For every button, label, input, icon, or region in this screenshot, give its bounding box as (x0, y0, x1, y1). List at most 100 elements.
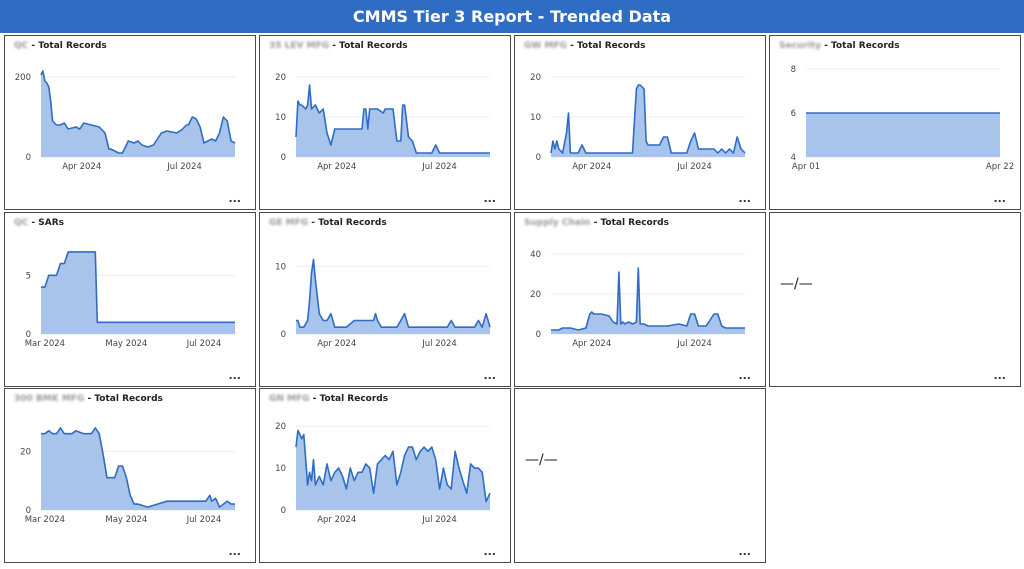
series-area (551, 85, 745, 157)
tile-title: Security - Total Records (779, 41, 900, 51)
x-tick-label: Mar 2024 (25, 515, 65, 525)
y-tick-label: 20 (20, 447, 31, 457)
series-area (296, 259, 490, 334)
tile-title-prefix: GN MFG (269, 394, 310, 404)
y-tick-label: 6 (791, 109, 796, 119)
y-tick-label: 0 (26, 506, 31, 516)
series-line (40, 70, 236, 154)
tile-qc-total-records[interactable]: QC - Total Records 0 200 Apr 2024 Jul 2024 … (4, 35, 256, 210)
tile-300-bmk-mfg-total-records[interactable]: 300 BMK MFG - Total Records 0 20 Mar 2024 M… (4, 388, 256, 563)
tile-title-suffix: Total Records (600, 218, 669, 228)
series-area (41, 251, 235, 334)
series-line (41, 251, 235, 324)
x-tick-label: Jul 2024 (676, 162, 712, 172)
line-chart: 0 10 20 Apr 2024 Jul 2024 (275, 422, 491, 525)
line-chart: 0 10 20 Apr 2024 Jul 2024 (530, 73, 746, 172)
more-options-button[interactable]: ... (483, 369, 496, 382)
tile-title: 35 LEV MFG - Total Records (269, 41, 408, 51)
series-line (551, 267, 745, 331)
y-tick-label: 0 (26, 153, 31, 163)
series-area (551, 268, 745, 334)
tile-title: QC - Total Records (14, 41, 107, 51)
line-chart: 0 20 40 Apr 2024 Jul 2024 (530, 250, 745, 349)
tile-title-prefix: Supply Chain (524, 218, 591, 228)
more-options-button[interactable]: ... (228, 192, 241, 205)
series-area (296, 85, 490, 157)
tile-title-suffix: Total Records (38, 41, 107, 51)
more-options-button[interactable]: ... (993, 369, 1006, 382)
x-tick-label: Apr 22 (986, 162, 1014, 172)
x-tick-label: Jul 2024 (186, 339, 222, 349)
tile-title-prefix: 300 BMK MFG (14, 394, 85, 404)
tile-empty[interactable]: —/— ... (514, 388, 766, 563)
tile-title-prefix: Security (779, 41, 822, 51)
empty-placeholder: —/— (780, 276, 813, 292)
x-tick-label: Mar 2024 (25, 339, 65, 349)
y-tick-label: 40 (530, 250, 541, 260)
y-tick-label: 0 (536, 153, 541, 163)
report-header: CMMS Tier 3 Report - Trended Data (0, 0, 1024, 33)
tile-title-prefix: QC (14, 218, 29, 228)
more-options-button[interactable]: ... (738, 192, 751, 205)
tile-title: 300 BMK MFG - Total Records (14, 394, 163, 404)
tile-title-suffix: Total Records (318, 218, 387, 228)
x-tick-label: Apr 2024 (317, 515, 356, 525)
empty-placeholder: —/— (525, 452, 558, 468)
x-tick-label: Apr 2024 (317, 339, 356, 349)
x-tick-label: Apr 2024 (572, 162, 611, 172)
tile-title: GN MFG - Total Records (269, 394, 389, 404)
tile-supply-chain-total-records[interactable]: Supply Chain - Total Records 0 20 40 Apr 20… (514, 212, 766, 387)
more-options-button[interactable]: ... (993, 192, 1006, 205)
x-tick-label: Apr 2024 (572, 339, 611, 349)
tile-empty[interactable]: —/— ... (769, 212, 1021, 387)
y-tick-label: 8 (791, 65, 796, 75)
series-area (41, 71, 235, 157)
tile-35-lev-mfg-total-records[interactable]: 35 LEV MFG - Total Records 0 10 20 Apr 2024… (259, 35, 511, 210)
more-options-button[interactable]: ... (738, 369, 751, 382)
tile-title: Supply Chain - Total Records (524, 218, 669, 228)
tile-security-total-records[interactable]: Security - Total Records 4 6 8 Apr 01 Apr 22… (769, 35, 1021, 210)
y-tick-label: 10 (530, 113, 541, 123)
tile-title-prefix: 35 LEV MFG (269, 41, 330, 51)
tile-qc-sars[interactable]: QC - SARs 0 5 Mar 2024 May 2024 Jul 2024 ... (4, 212, 256, 387)
x-tick-label: Jul 2024 (421, 339, 457, 349)
tile-title-suffix: Total Records (319, 394, 389, 404)
line-chart: 0 5 Mar 2024 May 2024 Jul 2024 (25, 251, 235, 349)
y-tick-label: 0 (26, 330, 31, 340)
line-chart: 4 6 8 Apr 01 Apr 22 (791, 65, 1015, 172)
series-area (806, 113, 1000, 157)
series-line (41, 427, 235, 508)
y-tick-label: 10 (275, 262, 286, 272)
series-line (550, 84, 746, 154)
tile-title-suffix: Total Records (576, 41, 646, 51)
x-tick-label: Apr 01 (792, 162, 820, 172)
x-tick-label: Jul 2024 (421, 515, 457, 525)
x-tick-label: Jul 2024 (676, 339, 712, 349)
tile-gn-mfg-total-records[interactable]: GN MFG - Total Records 0 10 20 Apr 2024 Jul … (259, 388, 511, 563)
y-tick-label: 20 (275, 73, 286, 83)
x-tick-label: Jul 2024 (166, 162, 202, 172)
series-line (295, 429, 491, 503)
y-tick-label: 0 (536, 330, 541, 340)
y-tick-label: 20 (275, 422, 286, 432)
tile-title: GW MFG - Total Records (524, 41, 646, 51)
more-options-button[interactable]: ... (483, 192, 496, 205)
tile-title: GE MFG - Total Records (269, 218, 387, 228)
more-options-button[interactable]: ... (228, 369, 241, 382)
tile-title-suffix: Total Records (94, 394, 163, 404)
y-tick-label: 0 (281, 330, 286, 340)
line-chart: 0 200 Apr 2024 Jul 2024 (15, 70, 236, 172)
tile-ge-mfg-total-records[interactable]: GE MFG - Total Records 0 10 Apr 2024 Jul 20… (259, 212, 511, 387)
tile-title-suffix: SARs (38, 218, 65, 228)
more-options-button[interactable]: ... (738, 545, 751, 558)
tile-gw-mfg-total-records[interactable]: GW MFG - Total Records 0 10 20 Apr 2024 Jul … (514, 35, 766, 210)
y-tick-label: 0 (281, 506, 286, 516)
y-tick-label: 10 (275, 464, 286, 474)
y-tick-label: 4 (791, 153, 796, 163)
series-line (296, 258, 491, 328)
report-title: CMMS Tier 3 Report - Trended Data (352, 7, 672, 26)
line-chart: 0 10 20 Apr 2024 Jul 2024 (275, 73, 490, 172)
more-options-button[interactable]: ... (228, 545, 241, 558)
more-options-button[interactable]: ... (483, 545, 496, 558)
y-tick-label: 20 (530, 290, 541, 300)
